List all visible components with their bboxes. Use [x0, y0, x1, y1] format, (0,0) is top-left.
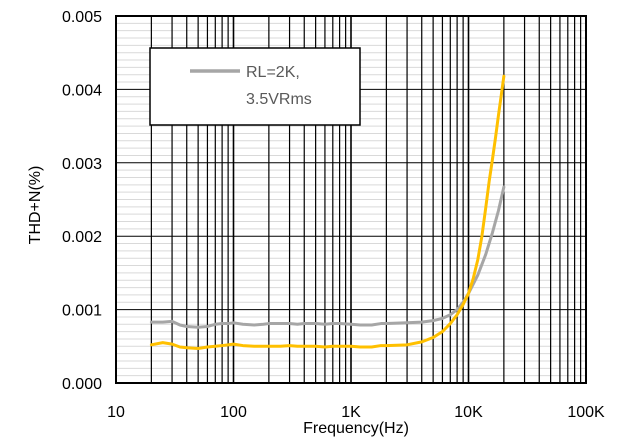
plot-area-border: [115, 15, 587, 384]
y-tick-label: 0.005: [62, 9, 102, 26]
x-tick-label: 10K: [454, 404, 483, 421]
x-axis-title: Frequency(Hz): [303, 420, 409, 437]
y-tick-label: 0.000: [62, 376, 102, 393]
y-axis-ticks: 0.000 0.001 0.002 0.003 0.004 0.005: [62, 9, 102, 393]
legend-label-rl-2k: RL=2K, 3.5VRms: [246, 64, 312, 108]
y-axis-title: THD+N(%): [27, 166, 44, 245]
y-tick-label: 0.004: [62, 82, 102, 99]
y-tick-label: 0.002: [62, 229, 102, 246]
series-line-2: [149, 74, 506, 350]
x-axis-ticks: 10 100 1K 10K 100K: [107, 404, 605, 421]
legend-label-text: RL=2K, 3.5VRms: [246, 64, 312, 108]
x-tick-label: 10: [107, 404, 125, 421]
x-tick-label: 1K: [341, 404, 361, 421]
series-line-rl-2k: [149, 185, 506, 329]
legend-box: [149, 47, 361, 126]
y-tick-label: 0.003: [62, 156, 102, 173]
x-tick-label: 100K: [567, 404, 605, 421]
series-layer: [149, 74, 506, 350]
x-tick-label: 100: [220, 404, 247, 421]
legend: RL=2K, 3.5VRms: [149, 47, 361, 126]
y-tick-label: 0.001: [62, 303, 102, 320]
